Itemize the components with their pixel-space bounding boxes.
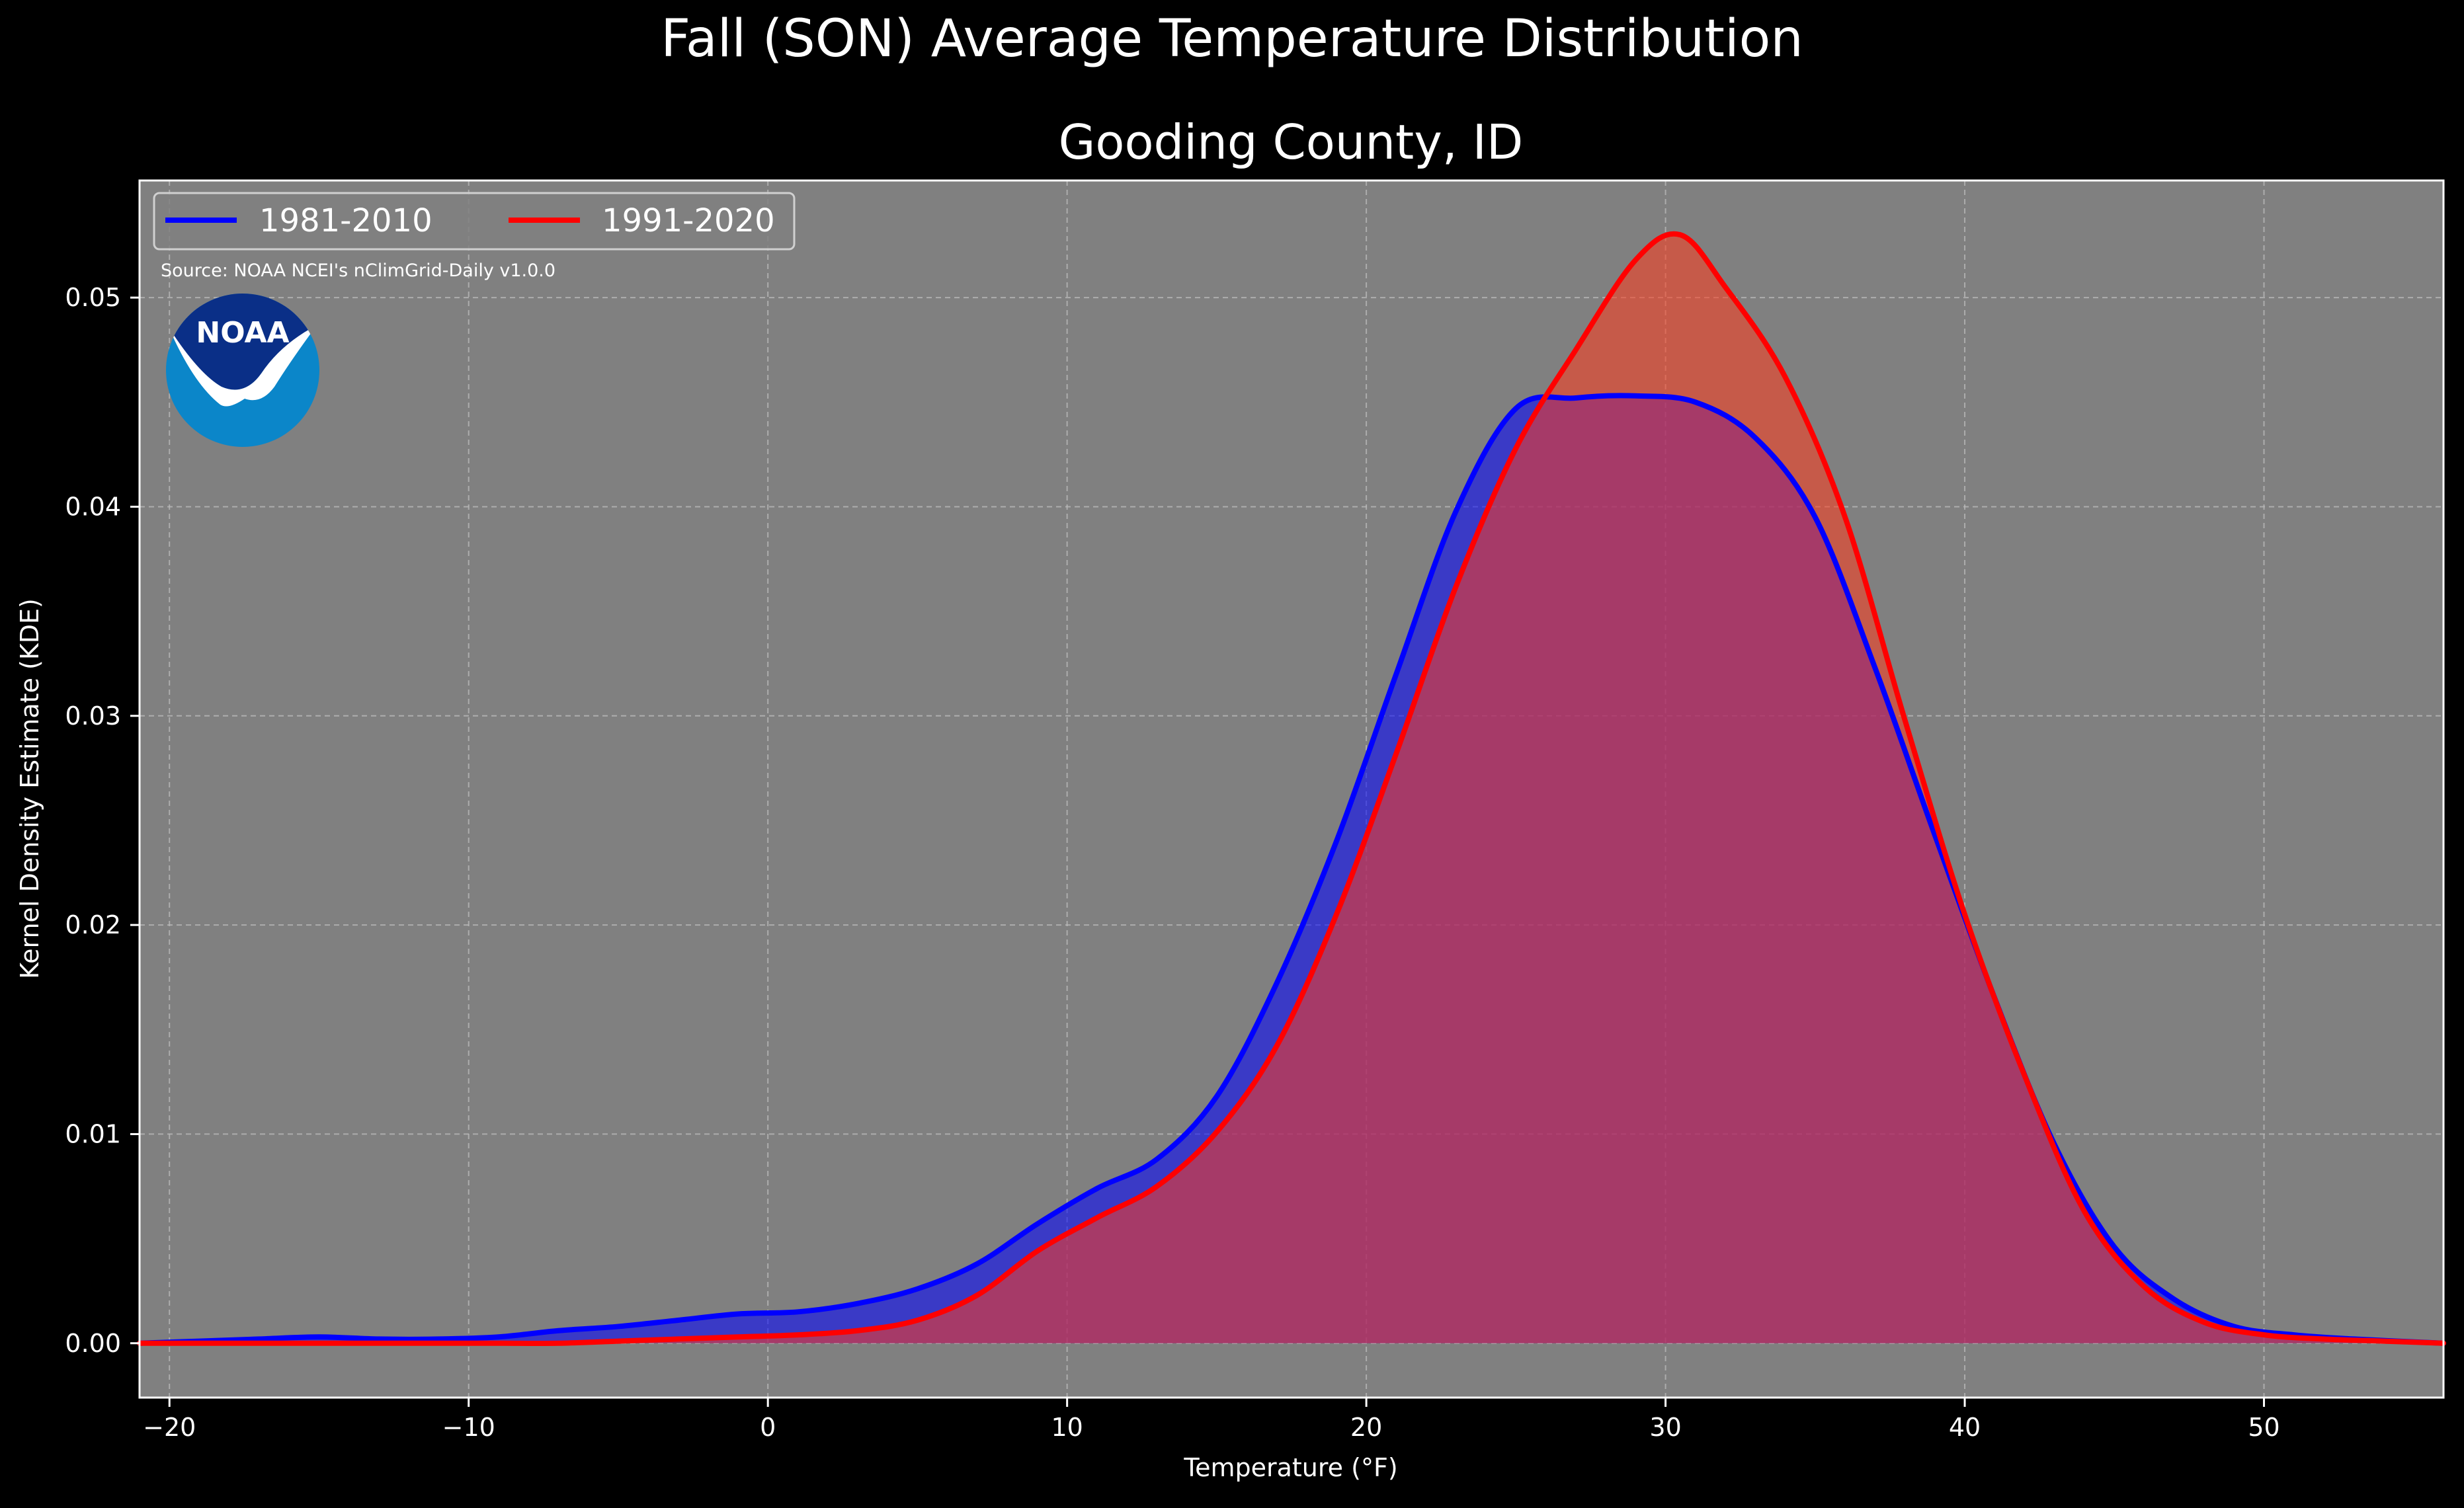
x-tick-label: 0: [760, 1413, 776, 1442]
series-line-1991-2020: [137, 231, 2446, 1346]
x-tick-label: −20: [143, 1413, 196, 1442]
y-tick-label: 0.02: [65, 910, 121, 939]
noaa-logo-text: NOAA: [196, 316, 289, 350]
legend-label-1981-2010: 1981-2010: [259, 202, 432, 239]
y-tick-label: 0.04: [65, 492, 121, 521]
x-tick-label: 40: [1949, 1413, 1981, 1442]
x-tick-label: 20: [1350, 1413, 1382, 1442]
legend: 1981-2010 1991-2020: [153, 192, 796, 251]
x-axis-label: Temperature (°F): [1183, 1453, 1397, 1482]
y-tick-label: 0.00: [65, 1329, 121, 1358]
chart-title: Gooding County, ID: [1059, 114, 1524, 170]
plot-frame: [138, 179, 2445, 1399]
legend-frame: [153, 192, 796, 251]
y-tick-label: 0.01: [65, 1119, 121, 1148]
x-tick-label: 10: [1051, 1413, 1083, 1442]
x-tick-label: −10: [442, 1413, 495, 1442]
y-axis-label: Kernel Density Estimate (KDE): [15, 598, 44, 979]
series-layer: [137, 231, 2446, 1346]
axes-ticks: −20 −10 0 10 20 30 40 50 0.00 0.01 0.02 0.03 0.04 0.0…: [65, 283, 2279, 1442]
y-tick-label: 0.03: [65, 701, 121, 731]
series-area-1991-2020: [140, 233, 2443, 1343]
y-tick-label: 0.05: [65, 283, 121, 312]
source-note: Source: NOAA NCEI's nClimGrid-Daily v1.0…: [161, 260, 555, 281]
x-tick-label: 50: [2248, 1413, 2279, 1442]
legend-label-1991-2020: 1991-2020: [602, 202, 775, 239]
figure-suptitle: Fall (SON) Average Temperature Distribut…: [661, 9, 1803, 69]
x-tick-label: 30: [1649, 1413, 1681, 1442]
noaa-logo-icon: NOAA: [166, 294, 319, 447]
